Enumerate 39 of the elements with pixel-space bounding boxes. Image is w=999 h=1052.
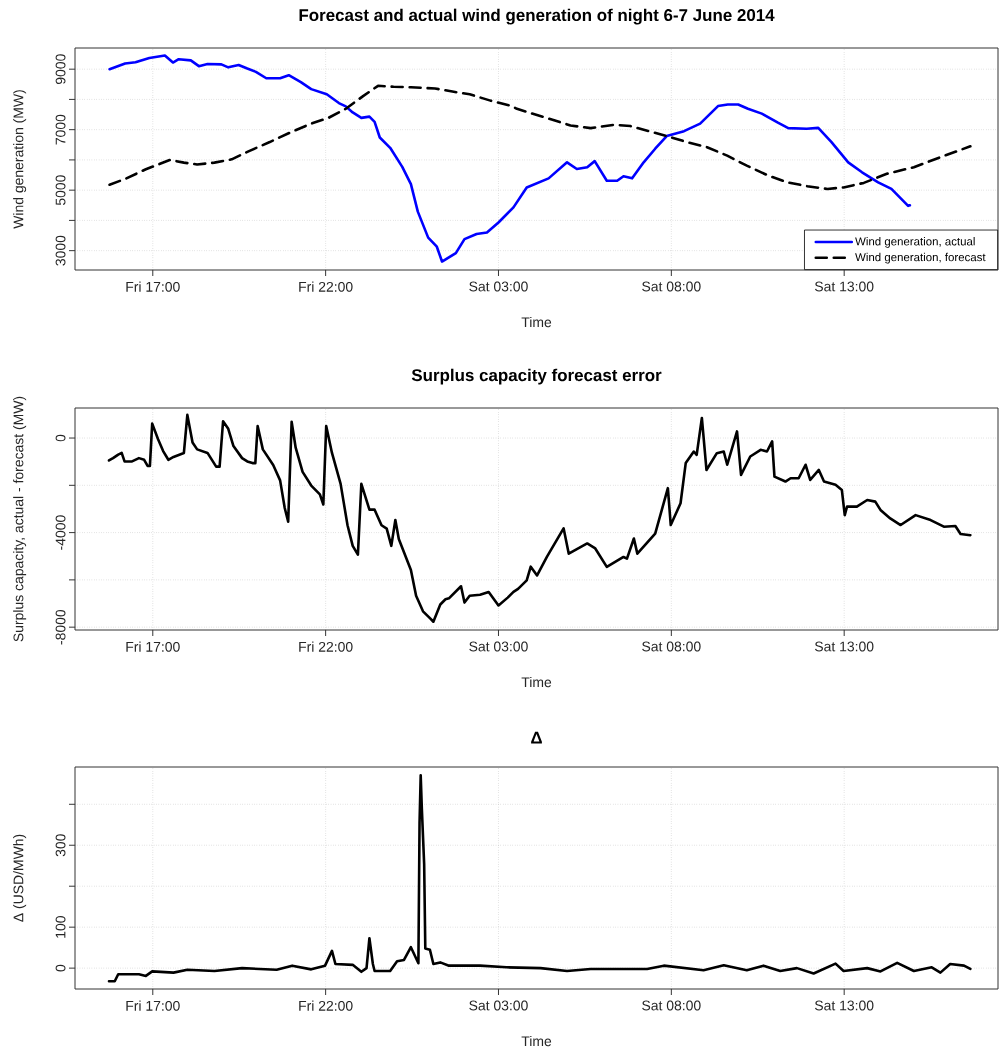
y-tick-label: 100: [55, 916, 66, 938]
chart-title: Surplus capacity forecast error: [411, 368, 662, 385]
chart-title: Δ: [531, 731, 542, 744]
x-tick-label: Sat 08:00: [642, 281, 701, 292]
y-tick-label: 3000: [55, 235, 66, 266]
x-axis-title: Time: [521, 1035, 552, 1047]
x-tick-label: Fri 17:00: [126, 281, 180, 292]
x-axis-title: Time: [521, 676, 552, 688]
x-tick-label: Sat 03:00: [469, 281, 528, 292]
line-series: [107, 413, 972, 624]
chart-title: Forecast and actual wind generation of night 6-7 June 2014: [299, 8, 775, 25]
legend-label: Wind generation, forecast: [855, 252, 986, 264]
y-tick-label: 300: [55, 834, 66, 857]
x-tick-label: Fri 17:00: [126, 641, 180, 652]
y-axis-title: Wind generation (MW): [13, 90, 27, 229]
x-tick-label: Sat 08:00: [642, 1000, 701, 1011]
y-axis-title: Surplus capacity, actual - forecast (MW): [13, 396, 27, 642]
x-axis-title: Time: [521, 316, 552, 328]
y-tick-label: 7000: [55, 114, 66, 145]
y-tick-label: 0: [55, 434, 66, 442]
x-tick-label: Sat 03:00: [469, 641, 528, 652]
y-tick-label: -4000: [55, 515, 66, 550]
x-tick-label: Sat 03:00: [469, 1000, 528, 1011]
y-tick-label: 0: [55, 964, 66, 972]
x-tick-label: Fri 22:00: [299, 1000, 353, 1011]
y-tick-label: 9000: [55, 54, 66, 85]
x-tick-label: Sat 13:00: [814, 281, 874, 292]
x-tick-label: Fri 22:00: [299, 281, 353, 292]
y-axis-title: Δ (USD/MWh): [13, 834, 27, 922]
line-series: [107, 773, 972, 983]
y-tick-label: 5000: [55, 175, 66, 206]
x-tick-label: Sat 13:00: [814, 1000, 874, 1011]
y-tick-label: -8000: [55, 609, 66, 645]
x-tick-label: Sat 08:00: [642, 641, 701, 652]
x-tick-label: Fri 17:00: [126, 1000, 180, 1011]
x-tick-label: Sat 13:00: [814, 641, 874, 652]
line-series: [108, 84, 972, 191]
legend-label: Wind generation, actual: [855, 237, 975, 248]
x-tick-label: Fri 22:00: [299, 641, 353, 652]
